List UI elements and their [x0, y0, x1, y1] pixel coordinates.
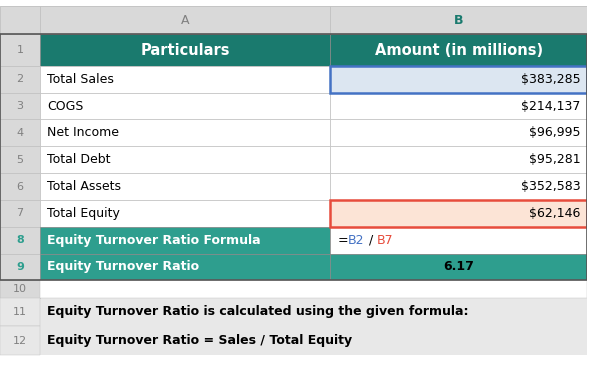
Bar [0, 298, 40, 326]
Text: 6.17: 6.17 [444, 260, 474, 273]
Text: Equity Turnover Ratio = Sales / Total Equity: Equity Turnover Ratio = Sales / Total Eq… [47, 334, 352, 347]
Text: 11: 11 [13, 307, 27, 317]
Bar [0, 254, 40, 280]
Bar [40, 227, 330, 254]
Bar [40, 280, 587, 298]
Text: 1: 1 [16, 45, 24, 55]
Text: 8: 8 [16, 235, 24, 245]
Text: =: = [337, 234, 348, 247]
Text: 4: 4 [16, 128, 24, 138]
Text: COGS: COGS [47, 100, 84, 113]
Bar [0, 280, 40, 298]
Bar [0, 6, 40, 34]
Bar [0, 119, 40, 146]
Text: Net Income: Net Income [47, 126, 119, 139]
Bar [0, 34, 40, 66]
Text: 12: 12 [13, 336, 27, 346]
Text: Equity Turnover Ratio Formula: Equity Turnover Ratio Formula [47, 234, 260, 247]
Text: 2: 2 [16, 74, 24, 84]
Text: Amount (in millions): Amount (in millions) [375, 43, 543, 58]
Bar [330, 119, 587, 146]
Bar [0, 326, 587, 355]
Bar [40, 66, 330, 93]
Bar [40, 146, 330, 173]
Bar [330, 66, 587, 93]
Bar [0, 173, 40, 200]
Text: A: A [181, 14, 189, 26]
Text: Equity Turnover Ratio: Equity Turnover Ratio [47, 260, 199, 273]
Text: $96,995: $96,995 [529, 126, 580, 139]
Text: Particulars: Particulars [140, 43, 230, 58]
Bar [40, 119, 330, 146]
Text: 7: 7 [16, 208, 24, 218]
Bar [330, 254, 587, 280]
Bar [330, 66, 587, 93]
Bar [0, 326, 40, 355]
Text: $214,137: $214,137 [521, 100, 580, 113]
Bar [0, 6, 587, 34]
Bar [40, 93, 330, 119]
Text: Total Sales: Total Sales [47, 73, 114, 86]
Text: Total Debt: Total Debt [47, 153, 111, 166]
Bar [330, 173, 587, 200]
Text: 6: 6 [16, 182, 24, 192]
Bar [0, 298, 587, 326]
Text: /: / [369, 234, 373, 247]
Bar [330, 93, 587, 119]
Text: B: B [454, 14, 464, 26]
Text: 10: 10 [13, 284, 27, 294]
Bar [330, 34, 587, 66]
Text: B7: B7 [377, 234, 394, 247]
Bar [0, 93, 40, 119]
Bar [0, 200, 40, 227]
Text: $383,285: $383,285 [521, 73, 580, 86]
Bar [330, 146, 587, 173]
Bar [330, 227, 587, 254]
Bar [330, 6, 587, 34]
Bar [0, 34, 587, 280]
Bar [40, 173, 330, 200]
Text: Total Assets: Total Assets [47, 180, 121, 193]
Text: 9: 9 [16, 262, 24, 272]
Bar [40, 34, 330, 66]
Text: $352,583: $352,583 [521, 180, 580, 193]
Bar [330, 200, 587, 227]
Bar [0, 66, 40, 93]
Bar [0, 227, 40, 254]
Text: $95,281: $95,281 [529, 153, 580, 166]
Bar [0, 146, 40, 173]
Bar [330, 200, 587, 227]
Bar [40, 200, 330, 227]
Bar [0, 280, 587, 298]
Bar [40, 254, 330, 280]
Text: 5: 5 [16, 155, 24, 165]
Text: $62,146: $62,146 [529, 207, 580, 220]
Text: 3: 3 [16, 101, 24, 111]
Bar [40, 6, 330, 34]
Text: B2: B2 [348, 234, 364, 247]
Text: Total Equity: Total Equity [47, 207, 120, 220]
Text: Equity Turnover Ratio is calculated using the given formula:: Equity Turnover Ratio is calculated usin… [47, 306, 468, 318]
